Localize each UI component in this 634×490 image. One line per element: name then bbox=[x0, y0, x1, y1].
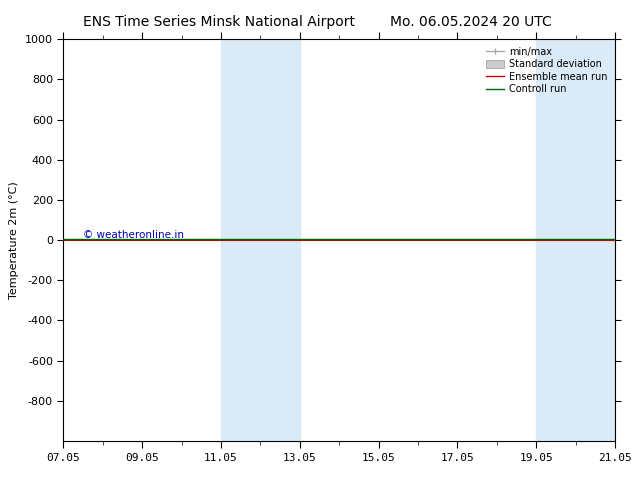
Bar bbox=[221, 39, 300, 441]
Text: © weatheronline.in: © weatheronline.in bbox=[83, 230, 184, 240]
Y-axis label: Temperature 2m (°C): Temperature 2m (°C) bbox=[10, 181, 20, 299]
Text: ENS Time Series Minsk National Airport        Mo. 06.05.2024 20 UTC: ENS Time Series Minsk National Airport M… bbox=[82, 15, 552, 29]
Bar bbox=[536, 39, 615, 441]
Legend: min/max, Standard deviation, Ensemble mean run, Controll run: min/max, Standard deviation, Ensemble me… bbox=[483, 44, 610, 97]
